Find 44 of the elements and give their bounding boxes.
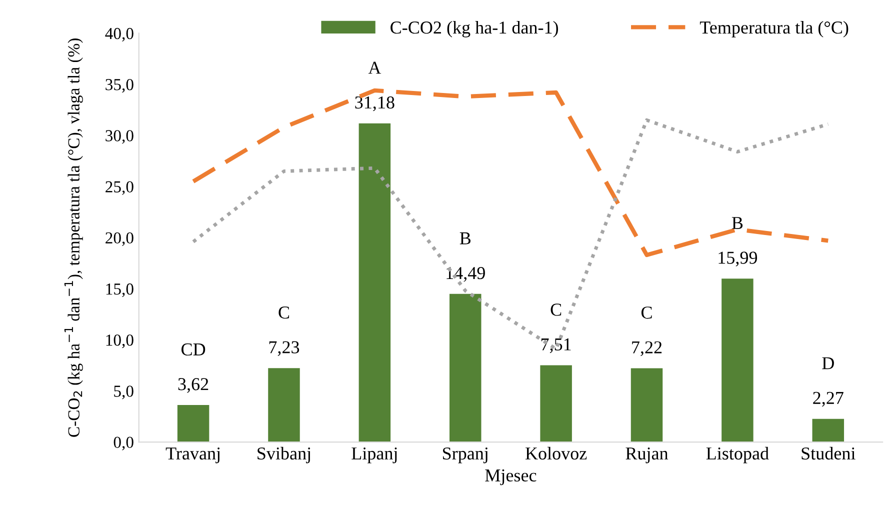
data-label: 31,18 [355, 96, 394, 112]
legend-label: Temperatura tla (°C) [700, 20, 848, 38]
bar [450, 294, 482, 442]
annotation: C [550, 304, 562, 316]
legend-label: C-CO2 (kg ha-1 dan-1) [390, 20, 558, 38]
bar [177, 405, 210, 442]
data-label: 7,23 [269, 341, 300, 356]
y-tick-label: 20,0 [106, 232, 134, 246]
y-tick-label: 15,0 [106, 283, 134, 298]
x-tick-label: Rujan [626, 447, 668, 464]
y-tick-label: 25,0 [106, 181, 134, 195]
data-label: 7,51 [541, 338, 571, 354]
y-tick-label: 5,0 [114, 386, 134, 400]
annotation: B [732, 217, 743, 229]
x-tick-label: Kolovoz [525, 446, 587, 460]
bar [722, 278, 754, 442]
annotation: CD [181, 343, 206, 356]
y-tick-label: 30,0 [106, 130, 134, 144]
data-label: 7,22 [632, 341, 662, 356]
y-tick-label: 0,0 [114, 436, 134, 450]
bar [812, 418, 844, 442]
x-axis-title: Mjesec [485, 469, 536, 486]
x-tick-label: Srpanj [443, 447, 488, 464]
x-tick-label: Travanj [166, 447, 220, 464]
y-tick-label: 35,0 [106, 79, 134, 93]
annotation: C [278, 306, 290, 319]
x-tick-label: Studeni [802, 446, 856, 460]
annotation: B [460, 232, 471, 244]
annotation: C [641, 306, 652, 319]
y-axis-title: C-CO$_{2}$ (kg ha$^{−1}$ dan$^{−1}$), temperatura tla (°C), vlaga tla (%) [64, 38, 83, 437]
data-label: 2,27 [813, 392, 844, 407]
data-label: 3,62 [178, 378, 208, 393]
x-tick-label: Listopad [706, 446, 769, 464]
bar [630, 368, 663, 442]
x-tick-label: Svibanj [258, 446, 310, 464]
annotation: D [822, 357, 834, 370]
bar [268, 368, 300, 442]
annotation: A [368, 62, 382, 74]
y-tick-label: 10,0 [106, 334, 134, 348]
bar [358, 123, 391, 442]
bar [540, 365, 572, 442]
x-tick-label: Lipanj [352, 447, 397, 464]
y-tick-label: 40,0 [105, 28, 134, 42]
data-label: 15,99 [718, 252, 758, 266]
